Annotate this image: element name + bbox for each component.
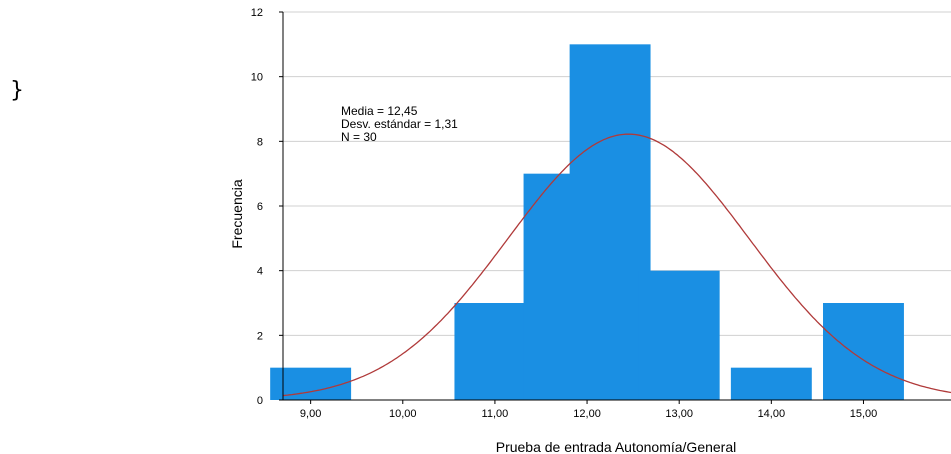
stray-brace-text: } xyxy=(10,78,24,103)
histogram-bar xyxy=(823,303,904,400)
normal-curve xyxy=(282,133,951,397)
histogram-bar xyxy=(569,44,651,400)
y-tick-label: 10 xyxy=(251,72,263,84)
histogram-bar xyxy=(454,303,536,400)
stat-n: N = 30 xyxy=(341,130,377,144)
x-tick-label: 13,00 xyxy=(665,408,693,420)
stat-mean: Media = 12,45 xyxy=(341,104,418,118)
x-axis-title: Prueba de entrada Autonomía/General xyxy=(496,439,737,454)
histogram-bar xyxy=(730,367,812,400)
x-tick-label: 15,00 xyxy=(850,408,878,420)
y-tick-labels: 0 2 4 6 8 10 12 xyxy=(251,7,283,407)
x-tick-label: 14,00 xyxy=(758,408,786,420)
y-tick-label: 2 xyxy=(257,330,263,342)
histogram-bar xyxy=(270,367,352,400)
y-tick-label: 4 xyxy=(257,266,263,278)
y-tick-label: 6 xyxy=(257,201,263,213)
y-tick-label: 8 xyxy=(257,136,263,148)
y-tick-label: 0 xyxy=(257,395,263,407)
histogram-bars xyxy=(270,44,904,400)
x-tick-label: 11,00 xyxy=(482,408,509,420)
x-tick-label: 10,00 xyxy=(389,408,417,420)
x-tick-label: 12,00 xyxy=(573,408,601,420)
histogram-bar xyxy=(638,270,720,400)
x-tick-label: 9,00 xyxy=(300,408,321,420)
x-tick-labels: 9,00 10,00 11,00 12,00 13,00 14,00 15,00 xyxy=(300,400,877,420)
stat-std-dev: Desv. estándar = 1,31 xyxy=(341,117,458,131)
y-tick-label: 12 xyxy=(251,7,263,19)
y-axis-title: Frecuencia xyxy=(229,179,245,248)
